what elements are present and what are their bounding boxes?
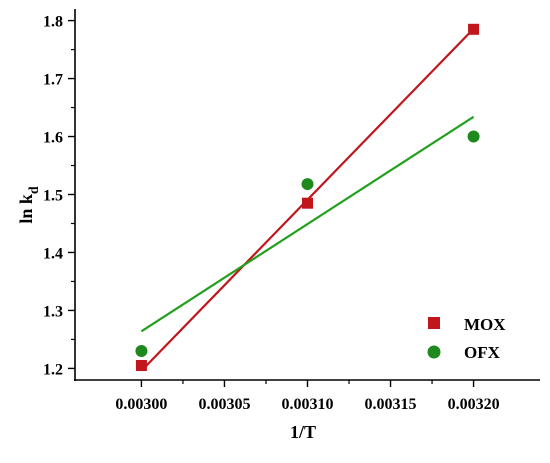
legend-label-ofx: OFX <box>464 343 501 362</box>
x-tick-label: 0.00315 <box>365 396 417 413</box>
ticks: 0.00300 0.00305 0.00310 0.00315 0.00320 1.2 1.… <box>43 14 500 413</box>
point-ofx <box>301 178 314 191</box>
x-axis-title: 1/T <box>290 422 316 442</box>
x-tick-label: 0.00320 <box>448 396 500 413</box>
point-mox <box>135 360 147 372</box>
y-tick-label: 1.6 <box>43 130 63 147</box>
y-axis-title-subscript: d <box>27 186 42 194</box>
x-tick-label: 0.00305 <box>198 396 250 413</box>
y-axis-title-main: ln k <box>16 194 36 224</box>
legend-marker-ofx <box>427 345 441 359</box>
point-ofx <box>467 130 480 143</box>
fit-line-ofx <box>140 115 475 333</box>
y-tick-label: 1.7 <box>43 72 63 89</box>
y-tick-label: 1.3 <box>43 303 63 320</box>
x-tick-label: 0.00300 <box>115 396 167 413</box>
x-tick-label: 0.00310 <box>282 396 334 413</box>
y-axis-title: ln kd <box>16 186 42 224</box>
point-mox <box>302 197 313 209</box>
legend: MOX OFX <box>427 315 506 362</box>
point-mox <box>468 23 480 35</box>
legend-marker-mox <box>428 317 440 329</box>
y-tick-label: 1.2 <box>43 361 63 378</box>
legend-label-mox: MOX <box>464 315 506 334</box>
point-ofx <box>135 345 148 358</box>
y-tick-label: 1.5 <box>43 188 63 205</box>
y-tick-label: 1.8 <box>43 14 63 31</box>
y-tick-label: 1.4 <box>43 245 63 262</box>
data-points <box>135 23 480 372</box>
